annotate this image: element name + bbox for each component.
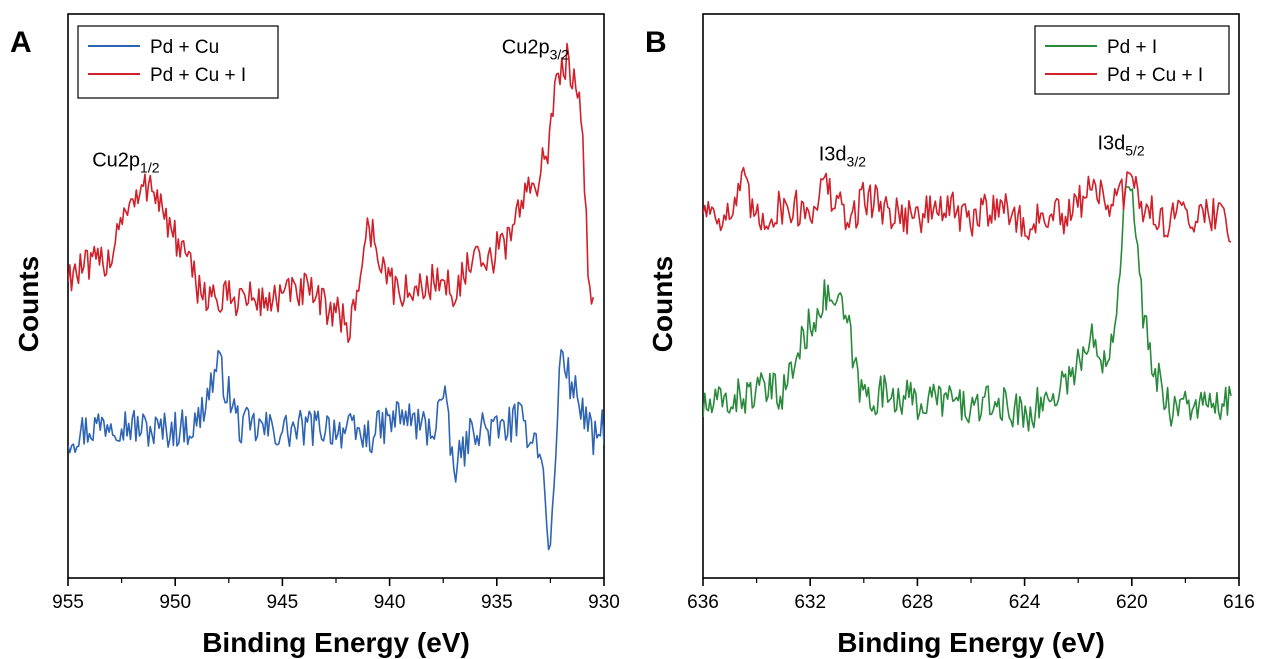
- x-tick-label: 950: [159, 592, 191, 613]
- x-tick-label: 935: [481, 592, 513, 613]
- x-tick-label: 616: [1223, 592, 1255, 613]
- peak-annotation-main: I3d: [819, 144, 847, 166]
- chart-panel-b: B 636 632 628 624 620 616 Binding Energy (eV) Co…: [645, 13, 1255, 658]
- peak-annotation-main: Cu2p: [502, 36, 550, 58]
- legend-label: Pd + Cu: [150, 37, 219, 58]
- legend-label: Pd + Cu + I: [1107, 65, 1203, 86]
- x-tick-label: 632: [794, 592, 826, 613]
- peak-annotation-sub: 5/2: [1125, 142, 1145, 158]
- legend: Pd + Cu Pd + Cu + I: [77, 25, 279, 99]
- series-line-pd-cu-i: [703, 166, 1232, 243]
- chart-panel-a: A 955 950 945 940 935 930 Binding Energy (eV) Co…: [10, 13, 620, 658]
- peak-annotation: Cu2p1/2: [92, 149, 159, 175]
- y-axis-title: Counts: [13, 256, 44, 352]
- legend-box: [1034, 25, 1230, 95]
- series-line-pd-cu-i: [68, 42, 595, 343]
- x-axis-title: Binding Energy (eV): [837, 627, 1105, 658]
- plot-frame: [702, 13, 1240, 579]
- peak-annotation-main: Cu2p: [92, 149, 140, 171]
- peak-annotation: Cu2p3/2: [502, 36, 569, 62]
- x-tick-label: 930: [588, 592, 620, 613]
- legend-label: Pd + I: [1107, 37, 1157, 58]
- peak-annotation-sub: 3/2: [847, 154, 867, 170]
- series-line-pd-i: [703, 186, 1232, 432]
- x-tick-label: 620: [1116, 592, 1148, 613]
- x-axis-ticks: 636 632 628 624 620 616: [687, 578, 1255, 613]
- x-tick-label: 945: [267, 592, 299, 613]
- peak-annotation: I3d5/2: [1097, 132, 1144, 158]
- legend-label: Pd + Cu + I: [150, 65, 246, 86]
- legend-box: [77, 25, 279, 99]
- x-tick-label: 955: [52, 592, 84, 613]
- peak-annotation-sub: 3/2: [550, 46, 570, 62]
- legend: Pd + I Pd + Cu + I: [1034, 25, 1230, 95]
- peak-annotation: I3d3/2: [819, 144, 866, 170]
- series-line-pd-cu: [68, 349, 604, 551]
- panel-letter: B: [645, 26, 667, 59]
- x-tick-label: 624: [1009, 592, 1041, 613]
- x-axis-title: Binding Energy (eV): [202, 627, 470, 658]
- peak-annotation-main: I3d: [1097, 132, 1125, 154]
- x-tick-label: 940: [374, 592, 406, 613]
- peak-annotation-sub: 1/2: [140, 159, 160, 175]
- x-tick-label: 628: [902, 592, 934, 613]
- x-tick-label: 636: [687, 592, 719, 613]
- y-axis-title: Counts: [647, 256, 678, 352]
- x-axis-ticks: 955 950 945 940 935 930: [52, 578, 620, 613]
- panel-letter: A: [10, 26, 32, 59]
